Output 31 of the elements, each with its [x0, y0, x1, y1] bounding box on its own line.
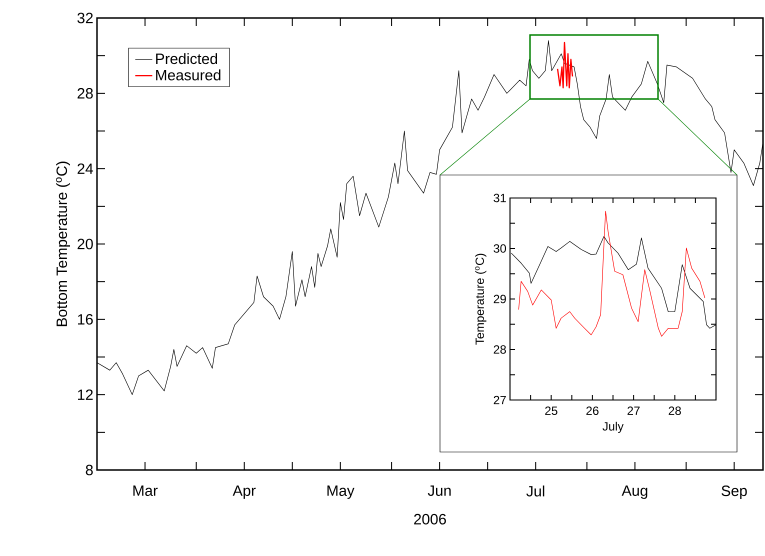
x-tick-label: 28 — [668, 406, 681, 415]
legend-label: Measured — [156, 69, 220, 80]
x-tick-label: May — [327, 486, 354, 499]
y-tick-label: 29 — [494, 294, 506, 304]
line-series — [556, 42, 574, 88]
y-tick-label: 32 — [77, 12, 93, 24]
x-tick-label: Jun — [428, 486, 451, 496]
x-tick-label: 25 — [545, 406, 558, 415]
x-tick-label: Mar — [133, 486, 158, 496]
y-tick-label: 12 — [78, 389, 93, 400]
y-axis-title: Bottom Temperature ($^{o}$C) — [56, 162, 70, 326]
y-tick-label: 28 — [494, 345, 506, 354]
x-tick-label: Apr — [232, 486, 256, 499]
y-tick-label: 20 — [78, 238, 93, 250]
x-tick-label: Jul — [526, 486, 544, 496]
y-axis-title: Temperature ($^{o}$C) — [475, 254, 486, 345]
x-tick-label: 26 — [586, 406, 599, 415]
y-tick-label: 31 — [494, 194, 506, 202]
y-tick-label: 16 — [78, 314, 93, 325]
y-tick-label: 27 — [494, 396, 506, 404]
x-axis-title: 2006 — [414, 514, 446, 524]
y-tick-label: 24 — [78, 163, 94, 174]
y-tick-label: 28 — [78, 88, 93, 99]
x-tick-label: Aug — [622, 486, 648, 499]
x-tick-label: Sep — [722, 486, 747, 500]
legend-label: Predicted — [156, 53, 218, 64]
y-tick-label: 30 — [494, 244, 506, 253]
x-axis-title: July — [602, 422, 624, 433]
x-tick-label: 27 — [628, 406, 640, 415]
line-series — [518, 210, 706, 337]
y-tick-label: 8 — [86, 464, 93, 476]
